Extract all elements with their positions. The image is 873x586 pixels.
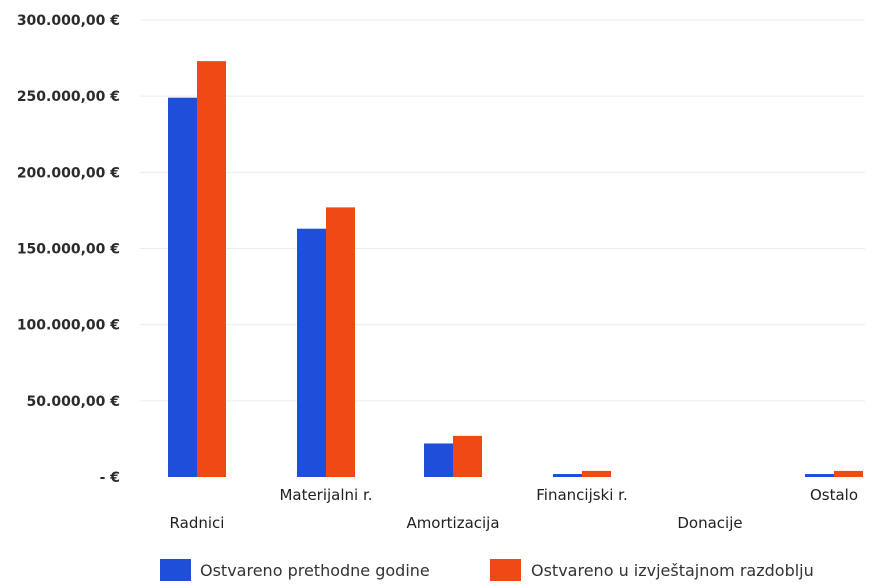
bar-reporting-period [582, 470, 611, 477]
x-category-label: Amortizacija [406, 514, 499, 532]
y-tick-label: 100.000,00 € [17, 318, 120, 334]
legend: Ostvareno prethodne godine Ostvareno u iz… [160, 559, 814, 581]
legend-label: Ostvareno u izvještajnom razdoblju [531, 561, 814, 580]
y-tick-label: 300.000,00 € [17, 13, 120, 29]
bar-previous-year [297, 228, 326, 477]
y-tick-label: 200.000,00 € [17, 165, 120, 181]
bar-reporting-period [453, 435, 482, 477]
y-axis-ticks: - € 50.000,00 € 100.000,00 € 150.000,00 € 20… [17, 13, 120, 486]
bar-reporting-period [834, 470, 863, 477]
y-tick-label: - € [100, 470, 120, 486]
y-tick-label: 50.000,00 € [27, 394, 120, 410]
y-tick-label: 250.000,00 € [17, 89, 120, 105]
bar-previous-year [805, 474, 834, 477]
x-category-label: Ostalo [810, 486, 858, 504]
bar-reporting-period [197, 61, 226, 477]
bar-previous-year [553, 474, 582, 477]
x-category-label: Donacije [677, 514, 742, 532]
legend-swatch [160, 559, 191, 581]
x-category-label: Radnici [170, 514, 225, 532]
bars [168, 61, 863, 477]
y-tick-label: 150.000,00 € [17, 242, 120, 258]
x-category-label: Financijski r. [536, 486, 628, 504]
legend-swatch [490, 559, 521, 581]
bar-reporting-period [326, 207, 355, 477]
bar-previous-year [424, 443, 453, 477]
x-axis-categories: Radnici Materijalni r. Amortizacija Financi… [170, 486, 858, 532]
legend-label: Ostvareno prethodne godine [200, 561, 430, 580]
x-category-label: Materijalni r. [279, 486, 372, 504]
gridlines [140, 19, 865, 402]
bar-previous-year [168, 97, 197, 477]
